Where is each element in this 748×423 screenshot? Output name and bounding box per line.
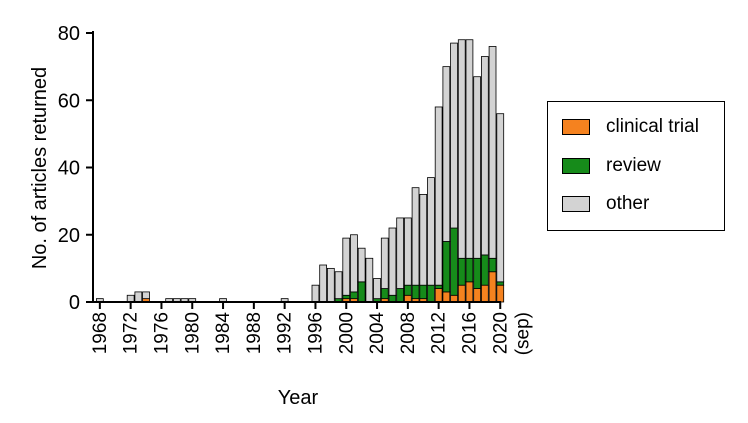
- bar-review-2000: [342, 294, 351, 300]
- bar-other-2016: [465, 39, 474, 259]
- x-tick-label-2020: 2020: [490, 312, 511, 354]
- bar-clinical-trial-2014: [450, 294, 458, 303]
- bar-review-2016: [465, 257, 474, 283]
- y-ticks: 0 20 40 60 80: [58, 23, 93, 314]
- bar-review-2017: [473, 257, 482, 289]
- bar-other-2012: [434, 106, 443, 286]
- y-axis-label: No. of articles returned: [29, 67, 51, 269]
- bar-other-1973: [134, 291, 143, 303]
- bar-review-2008: [403, 284, 412, 296]
- bar-clinical-trial-2020: [496, 284, 505, 303]
- bar-other-2006: [388, 227, 397, 296]
- bar-review-2009: [411, 284, 420, 300]
- bar-other-2010: [419, 193, 428, 286]
- bar-other-1972: [126, 294, 135, 303]
- bar-clinical-trial-2008: [403, 294, 412, 303]
- y-tick-label-0: 0: [69, 292, 80, 314]
- x-tick-label-1992: 1992: [275, 312, 296, 354]
- bar-other-2015: [457, 39, 466, 259]
- legend-label-other: other: [606, 193, 650, 214]
- bar-review-2012: [434, 284, 443, 289]
- legend-label-review: review: [606, 155, 661, 176]
- bar-other-1974: [142, 291, 150, 300]
- x-axis-label: Year: [278, 387, 319, 409]
- y-tick-label-40: 40: [58, 158, 80, 180]
- bar-other-2019: [488, 46, 497, 259]
- bars-layer: [96, 39, 505, 303]
- bar-other-2017: [473, 76, 482, 259]
- y-tick-label-60: 60: [58, 90, 80, 112]
- y-tick-label-20: 20: [58, 225, 80, 247]
- bar-other-2013: [442, 66, 451, 242]
- x-tick-label-2008: 2008: [398, 312, 419, 354]
- bar-clinical-trial-2016: [465, 281, 474, 303]
- legend-swatch-clinical-trial: [562, 119, 590, 135]
- bar-review-2002: [357, 281, 366, 303]
- bar-clinical-trial-2019: [488, 271, 497, 303]
- bar-other-2005: [380, 237, 389, 289]
- bar-other-2002: [357, 247, 366, 283]
- bar-other-2009: [411, 187, 420, 286]
- bar-review-2015: [457, 257, 466, 286]
- bar-other-2000: [342, 237, 351, 296]
- x-tick-label-2000: 2000: [336, 312, 357, 354]
- legend-swatch-other: [562, 196, 590, 212]
- legend: clinical trial review other: [547, 101, 725, 231]
- bar-other-1997: [319, 264, 328, 303]
- bar-clinical-trial-2013: [442, 291, 451, 303]
- x-tick-label-1968: 1968: [90, 312, 111, 354]
- bar-clinical-trial-2012: [434, 288, 443, 303]
- x-tick-label-1996: 1996: [306, 312, 327, 354]
- bar-review-2005: [380, 288, 389, 300]
- bar-other-2020: [496, 113, 505, 283]
- bar-other-1998: [326, 267, 335, 303]
- x-tick-label-1984: 1984: [213, 312, 234, 355]
- x-tick-label-1988: 1988: [244, 312, 265, 354]
- bar-other-2008: [403, 217, 412, 286]
- x-ticks: 1968 1972 1976 1980 1984 1988 1992 1996 2000 2004…: [90, 302, 533, 355]
- bar-other-2018: [480, 56, 489, 256]
- bar-other-2003: [365, 257, 374, 303]
- x-tick-label-2016: 2016: [460, 312, 481, 354]
- bar-other-2007: [396, 217, 405, 289]
- y-tick-label-80: 80: [58, 23, 80, 45]
- bar-review-2014: [450, 227, 458, 296]
- bar-review-2010: [419, 284, 428, 300]
- legend-item-clinical-trial: clinical trial: [562, 115, 699, 139]
- x-tick-label-1980: 1980: [182, 312, 203, 354]
- bar-other-1996: [311, 284, 320, 303]
- bar-clinical-trial-2018: [480, 284, 489, 303]
- bar-review-2018: [480, 254, 489, 286]
- x-tick-label-1972: 1972: [121, 312, 142, 354]
- bar-clinical-trial-2017: [473, 288, 482, 303]
- bar-review-2007: [396, 288, 405, 303]
- bar-other-2001: [350, 234, 358, 293]
- bar-other-1999: [334, 271, 343, 300]
- x-tick-label-sep: (sep): [512, 312, 533, 355]
- legend-swatch-review: [562, 158, 590, 174]
- bar-other-2004: [373, 278, 381, 300]
- x-tick-label-2012: 2012: [429, 312, 450, 354]
- bar-review-2019: [488, 257, 497, 273]
- bar-review-2006: [388, 294, 397, 303]
- x-tick-label-1976: 1976: [151, 312, 172, 354]
- bar-review-2013: [442, 241, 451, 293]
- bar-other-2014: [450, 42, 458, 229]
- bar-clinical-trial-2015: [457, 284, 466, 303]
- x-tick-label-2004: 2004: [367, 312, 388, 355]
- bar-review-2020: [496, 281, 505, 286]
- bar-other-2011: [427, 177, 435, 286]
- legend-item-review: review: [562, 154, 661, 178]
- legend-item-other: other: [562, 192, 649, 216]
- legend-label-clinical-trial: clinical trial: [606, 116, 699, 137]
- bar-review-2011: [427, 284, 435, 303]
- bar-review-2001: [350, 291, 358, 300]
